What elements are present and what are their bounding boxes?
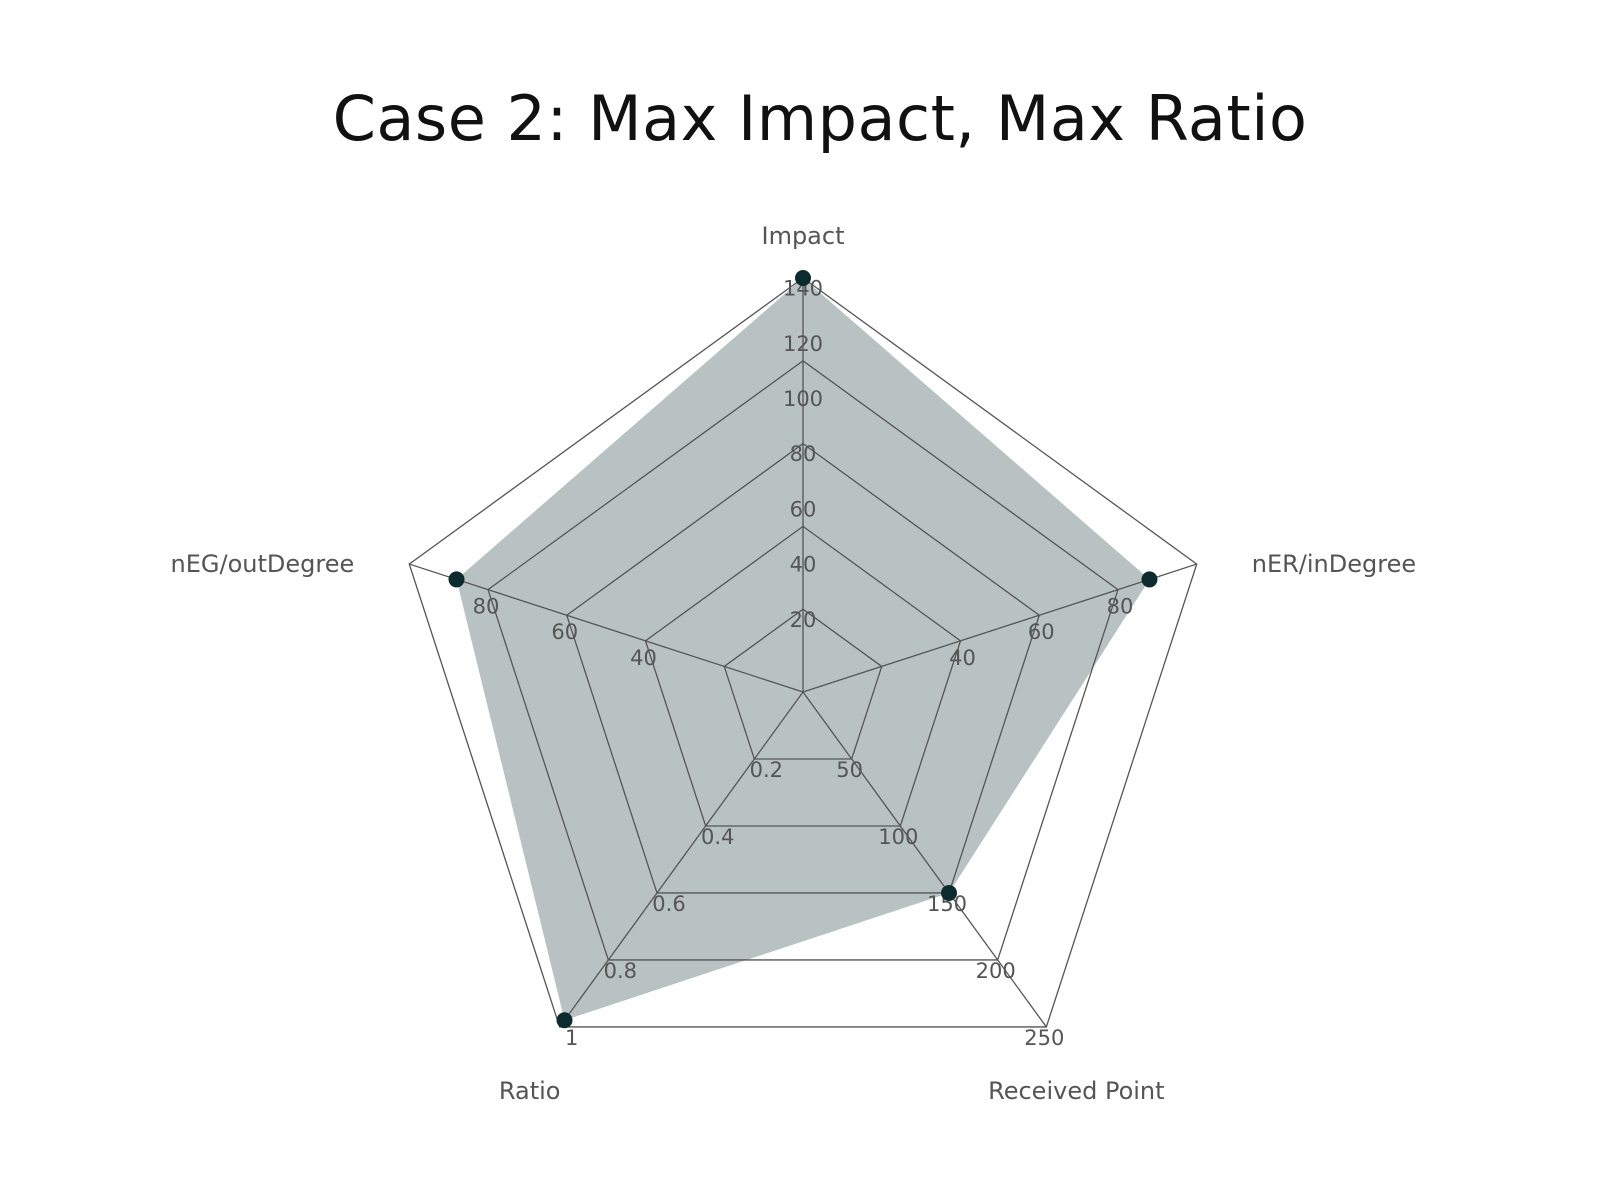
axis-line-received-point — [802, 691, 1047, 1028]
tick-label-neg-outdegree-2: 60 — [551, 620, 578, 644]
grid-ring-1 — [723, 608, 883, 760]
data-point-impact[interactable] — [795, 270, 811, 286]
chart-title: Case 2: Max Impact, Max Ratio — [332, 82, 1308, 155]
axis-label-received-point: Received Point — [988, 1077, 1164, 1105]
data-point-received-point[interactable] — [941, 884, 958, 901]
grid-ring-2 — [644, 525, 962, 827]
data-point-neg-outdegree[interactable] — [448, 571, 465, 588]
tick-label-received-point-2: 100 — [878, 825, 918, 849]
tick-label-ratio-1: 0.2 — [750, 758, 783, 782]
tick-label-impact-5: 100 — [783, 387, 823, 411]
tick-label-neg-outdegree-3: 80 — [473, 595, 500, 619]
axis-label-ner-indegree: nER/inDegree — [1252, 550, 1416, 578]
tick-label-received-point-4: 200 — [976, 959, 1016, 983]
tick-label-impact-1: 20 — [790, 608, 817, 632]
axis-label-ratio: Ratio — [499, 1077, 561, 1105]
axis-label-neg-outdegree: nEG/outDegree — [171, 550, 355, 578]
axis-line-ner-indegree — [802, 563, 1197, 693]
tick-label-impact-4: 80 — [790, 442, 817, 466]
tick-label-ratio-5: 1 — [565, 1026, 578, 1050]
data-point-ratio[interactable] — [556, 1012, 573, 1029]
tick-label-ratio-2: 0.4 — [701, 825, 734, 849]
axis-line-ratio — [559, 691, 804, 1028]
axis-label-impact: Impact — [761, 222, 844, 250]
grid-ring-5 — [408, 277, 1198, 1028]
grid-ring-4 — [487, 359, 1119, 961]
axis-line-neg-outdegree — [409, 563, 804, 693]
tick-label-ner-indegree-1: 40 — [949, 646, 976, 670]
tick-label-ratio-3: 0.6 — [652, 892, 685, 916]
grid-ring-3 — [565, 442, 1041, 894]
tick-label-impact-6: 120 — [783, 332, 823, 356]
tick-label-ner-indegree-3: 80 — [1107, 595, 1134, 619]
data-point-ner-indegree[interactable] — [1141, 571, 1158, 588]
tick-label-impact-2: 40 — [790, 553, 817, 577]
tick-label-received-point-5: 250 — [1024, 1026, 1064, 1050]
tick-label-ner-indegree-2: 60 — [1028, 620, 1055, 644]
tick-label-ratio-4: 0.8 — [604, 959, 637, 983]
tick-label-received-point-1: 50 — [836, 758, 863, 782]
tick-label-neg-outdegree-1: 40 — [630, 646, 657, 670]
tick-label-impact-3: 60 — [790, 497, 817, 521]
